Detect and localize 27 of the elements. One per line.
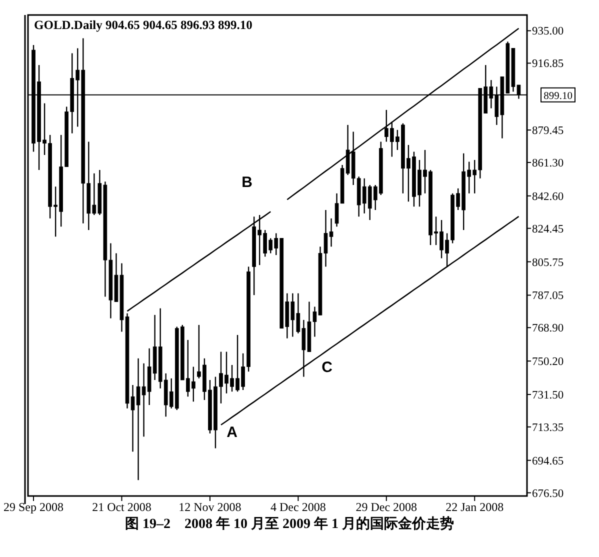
annotation: A xyxy=(226,424,238,441)
x-tick-label: 4 Dec 2008 xyxy=(270,500,326,514)
y-tick-label: 676.50 xyxy=(532,488,564,500)
y-tick-label: 713.35 xyxy=(532,422,564,434)
y-tick-label: 842.60 xyxy=(532,190,564,203)
y-tick-label: 768.90 xyxy=(532,322,564,335)
annotation: B xyxy=(242,174,253,191)
caption: 图 19–2 2008 年 10 月至 2009 年 1 月的国际金价走势 xyxy=(125,516,454,532)
x-tick-label: 22 Jan 2008 xyxy=(446,500,504,514)
y-tick-label: 694.65 xyxy=(532,455,564,468)
y-tick-label: 824.45 xyxy=(532,223,564,236)
y-tick-label: 861.30 xyxy=(532,157,564,170)
x-tick-label: 21 Oct 2008 xyxy=(92,500,152,514)
y-tick-label: 731.50 xyxy=(532,389,564,402)
line-series xyxy=(220,216,520,426)
annotation: C xyxy=(322,359,333,376)
y-tick-label: 879.45 xyxy=(532,125,564,138)
y-tick-label: 750.20 xyxy=(532,356,564,368)
ref-line-label: 899.10 xyxy=(544,90,572,102)
x-tick-label: 12 Nov 2008 xyxy=(178,500,242,514)
chart-title: GOLD.Daily 904.65 904.65 896.93 899.10 xyxy=(34,18,252,32)
y-tick-label: 787.05 xyxy=(532,290,564,302)
y-tick-label: 935.00 xyxy=(532,26,564,38)
y-tick-label: 916.85 xyxy=(532,58,564,70)
y-tick-label: 805.75 xyxy=(532,256,564,269)
x-tick-label: 29 Sep 2008 xyxy=(4,500,64,514)
x-tick-label: 29 Dec 2008 xyxy=(356,500,418,514)
